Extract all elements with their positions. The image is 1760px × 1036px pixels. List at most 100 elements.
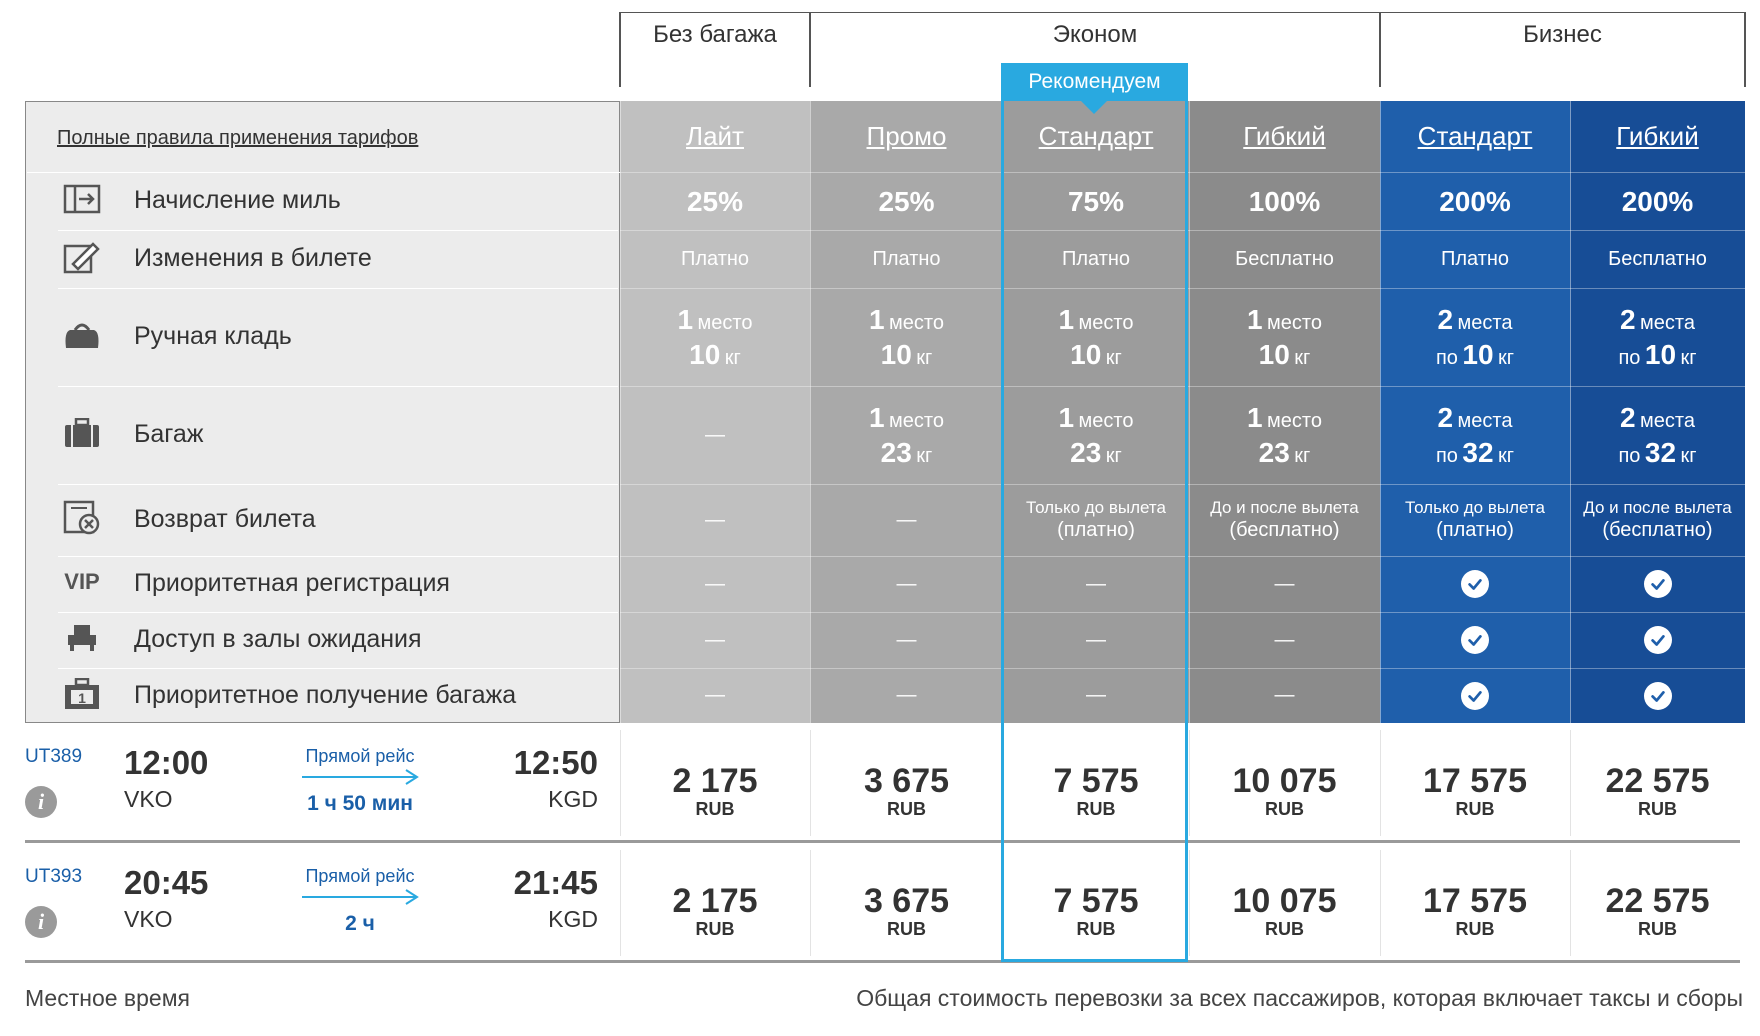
priority-checkin-value [1570, 556, 1745, 612]
group-no-baggage: Без багажа [620, 12, 810, 87]
miles-value: 100% [1248, 185, 1321, 217]
lounge-value: — [705, 628, 725, 651]
fare-price-button[interactable]: 10 075 RUB [1232, 882, 1337, 939]
arrival-airport: KGD [548, 906, 598, 932]
hand-luggage-value: 1 место 10 кг [677, 304, 753, 370]
flight-number[interactable]: UT389 [25, 746, 83, 767]
price-divider [1570, 730, 1571, 836]
miles-value: 25% [686, 185, 744, 217]
hand-luggage-value: 1 место 10 кг [1058, 304, 1134, 370]
row-divider [1570, 288, 1745, 289]
fare-price-button[interactable]: 2 175 RUB [672, 762, 758, 819]
row-divider [620, 556, 810, 557]
feature-divider [58, 668, 618, 669]
refund-icon [60, 498, 104, 538]
fare-name-link[interactable]: Стандарт [1038, 121, 1154, 152]
refund-value: Только до вылета (платно) [1405, 497, 1545, 542]
changes-value: Платно [680, 247, 750, 270]
baggage-value: 2 места по 32 кг [1435, 402, 1515, 468]
refund-value: До и после вылета (бесплатно) [1210, 497, 1359, 542]
row-divider [810, 484, 1003, 485]
column-divider [620, 101, 621, 723]
price-divider [1380, 730, 1381, 836]
fare-name: Гибкий [1189, 101, 1380, 172]
fare-price-button[interactable]: 17 575 RUB [1423, 882, 1527, 939]
fare-price-button[interactable]: 10 075 RUB [1232, 762, 1337, 819]
flight-type: Прямой рейс [305, 746, 415, 766]
lounge-value [1380, 612, 1570, 668]
row-divider [1003, 386, 1189, 387]
row-divider [810, 230, 1003, 231]
row-divider [620, 172, 810, 173]
row-divider [810, 668, 1003, 669]
baggage-value: 1 место 23 кг [1058, 402, 1134, 468]
fare-price-button[interactable]: 7 575 RUB [1053, 882, 1139, 939]
row-divider [810, 172, 1003, 173]
flight-type: Прямой рейс [305, 866, 415, 886]
hand-luggage-value: 1 место 10 кг [1247, 304, 1322, 370]
departure-time: 12:00 [124, 744, 209, 781]
fare-name: Промо [810, 101, 1003, 172]
row-divider [620, 230, 810, 231]
refund-value: — [896, 508, 917, 531]
fare-name: Стандарт [1380, 101, 1570, 172]
flight-number[interactable]: UT393 [25, 866, 83, 887]
fare-price-button[interactable]: 3 675 RUB [863, 762, 950, 819]
fare-column [1189, 101, 1380, 723]
edit-ticket-icon [60, 237, 104, 277]
fare-name-link[interactable]: Гибкий [1616, 121, 1699, 152]
fare-price-button[interactable]: 22 575 RUB [1605, 762, 1710, 819]
fare-name-link[interactable]: Промо [866, 121, 947, 152]
feature-label: Начисление миль [134, 186, 341, 214]
row-divider [620, 668, 810, 669]
feature-divider [58, 288, 618, 289]
fare-price-button[interactable]: 22 575 RUB [1605, 882, 1710, 939]
fare-rules-link[interactable]: Полные правила применения тарифов [57, 127, 419, 149]
price-divider [810, 850, 811, 956]
fare-name-link[interactable]: Гибкий [1243, 121, 1326, 152]
feature-divider [58, 556, 618, 557]
fare-column [810, 101, 1003, 723]
hand-luggage-value: 2 места по 10 кг [1435, 304, 1515, 370]
check-icon [1461, 626, 1489, 654]
column-divider [1570, 101, 1571, 723]
row-divider [1570, 172, 1745, 173]
arrow-right-icon [302, 768, 420, 791]
fare-price-button[interactable]: 17 575 RUB [1423, 762, 1527, 819]
row-separator [25, 840, 1740, 843]
priority-baggage-value: — [1274, 684, 1295, 706]
row-divider [1570, 230, 1745, 231]
row-divider [1380, 556, 1570, 557]
priority-checkin-value: — [896, 572, 917, 595]
priority-baggage-value: — [1086, 684, 1106, 706]
fare-price-button[interactable]: 7 575 RUB [1053, 762, 1139, 819]
arrival-time: 12:50 [513, 744, 598, 781]
check-icon [1643, 626, 1672, 654]
fare-name-link[interactable]: Стандарт [1417, 121, 1533, 152]
arrival-airport: KGD [548, 786, 598, 812]
feature-label: Возврат билета [134, 505, 316, 533]
priority-baggage-value [1570, 668, 1745, 723]
feature-label: Изменения в билете [134, 244, 372, 272]
feature-label: Приоритетное получение багажа [134, 680, 517, 709]
row-divider [1003, 612, 1189, 613]
lounge-value [1570, 612, 1745, 668]
fare-name-link[interactable]: Лайт [686, 121, 744, 152]
check-icon [1643, 570, 1672, 598]
miles-value: 200% [1621, 185, 1694, 217]
fare-price-button[interactable]: 2 175 RUB [672, 882, 758, 939]
baggage-value: 1 место 23 кг [1247, 402, 1322, 468]
changes-value: Платно [872, 247, 941, 270]
row-separator [25, 960, 1740, 963]
feature-divider [58, 230, 618, 231]
row-divider [1189, 668, 1380, 669]
row-divider [1189, 612, 1380, 613]
info-icon[interactable]: i [25, 786, 57, 818]
feature-label: Приоритетная регистрация [134, 569, 450, 597]
fare-price-button[interactable]: 3 675 RUB [863, 882, 950, 939]
priority-checkin-value: — [1086, 572, 1106, 595]
feature-divider [58, 386, 618, 387]
row-divider [1570, 612, 1745, 613]
info-icon[interactable]: i [25, 906, 57, 938]
fare-name: Гибкий [1570, 101, 1745, 172]
